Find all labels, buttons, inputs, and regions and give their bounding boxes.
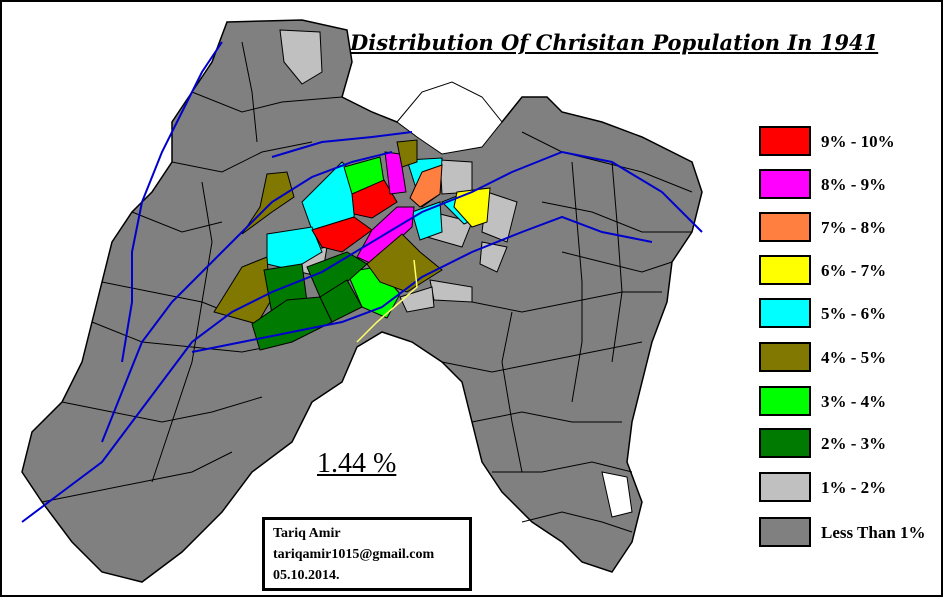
credit-email: tariqamir1015@gmail.com [273, 547, 435, 562]
district-cyan-4 [411, 201, 443, 241]
white-area-southeast [601, 471, 633, 518]
legend-swatch [759, 386, 811, 416]
district-light-grey-south2 [399, 286, 435, 313]
credit-name: Tariq Amir [273, 526, 341, 541]
map-title: Distribution Of Chrisitan Population In … [350, 30, 879, 55]
river-lines [21, 41, 703, 523]
legend-swatch [759, 169, 811, 199]
district-dkgreen-2 [306, 251, 368, 298]
legend-label: 6% - 7% [821, 261, 887, 280]
legend-label: 7% - 8% [821, 218, 887, 237]
district-orange [409, 164, 443, 208]
legend-label: 1% - 2% [821, 478, 887, 497]
district-borders [41, 41, 693, 533]
legend-swatch [759, 126, 811, 156]
white-area-northeast [396, 81, 503, 155]
legend-swatch [759, 255, 811, 285]
legend-label: 5% - 6% [821, 304, 887, 323]
credit-date: 05.10.2014. [273, 568, 340, 583]
legend-swatch [759, 342, 811, 372]
legend-label: 4% - 5% [821, 348, 887, 367]
credit-box: Tariq Amir tariqamir1015@gmail.com 05.10… [262, 517, 472, 591]
district-red-2 [311, 216, 373, 253]
legend-label: 2% - 3% [821, 434, 887, 453]
district-yellow [453, 187, 491, 228]
legend-label: 3% - 4% [821, 392, 887, 411]
boundary-line-yellow [356, 259, 418, 343]
legend-swatch [759, 298, 811, 328]
district-olive-north [396, 139, 418, 168]
district-light-grey-east3 [479, 241, 508, 273]
legend-swatch [759, 472, 811, 502]
legend-swatch [759, 428, 811, 458]
legend-label: 8% - 9% [821, 175, 887, 194]
total-share-label: 1.44 % [317, 448, 397, 479]
district-light-grey-east1 [439, 159, 473, 195]
legend-swatch [759, 212, 811, 242]
district-magenta-2 [356, 206, 415, 265]
legend-label: Less Than 1% [821, 523, 926, 542]
district-olive-center [366, 233, 443, 293]
legend-label: 9% - 10% [821, 132, 895, 151]
district-dkgreen-4 [319, 279, 363, 323]
district-light-grey-north [279, 29, 323, 85]
legend-swatch [759, 517, 811, 547]
district-red-1 [351, 179, 398, 219]
